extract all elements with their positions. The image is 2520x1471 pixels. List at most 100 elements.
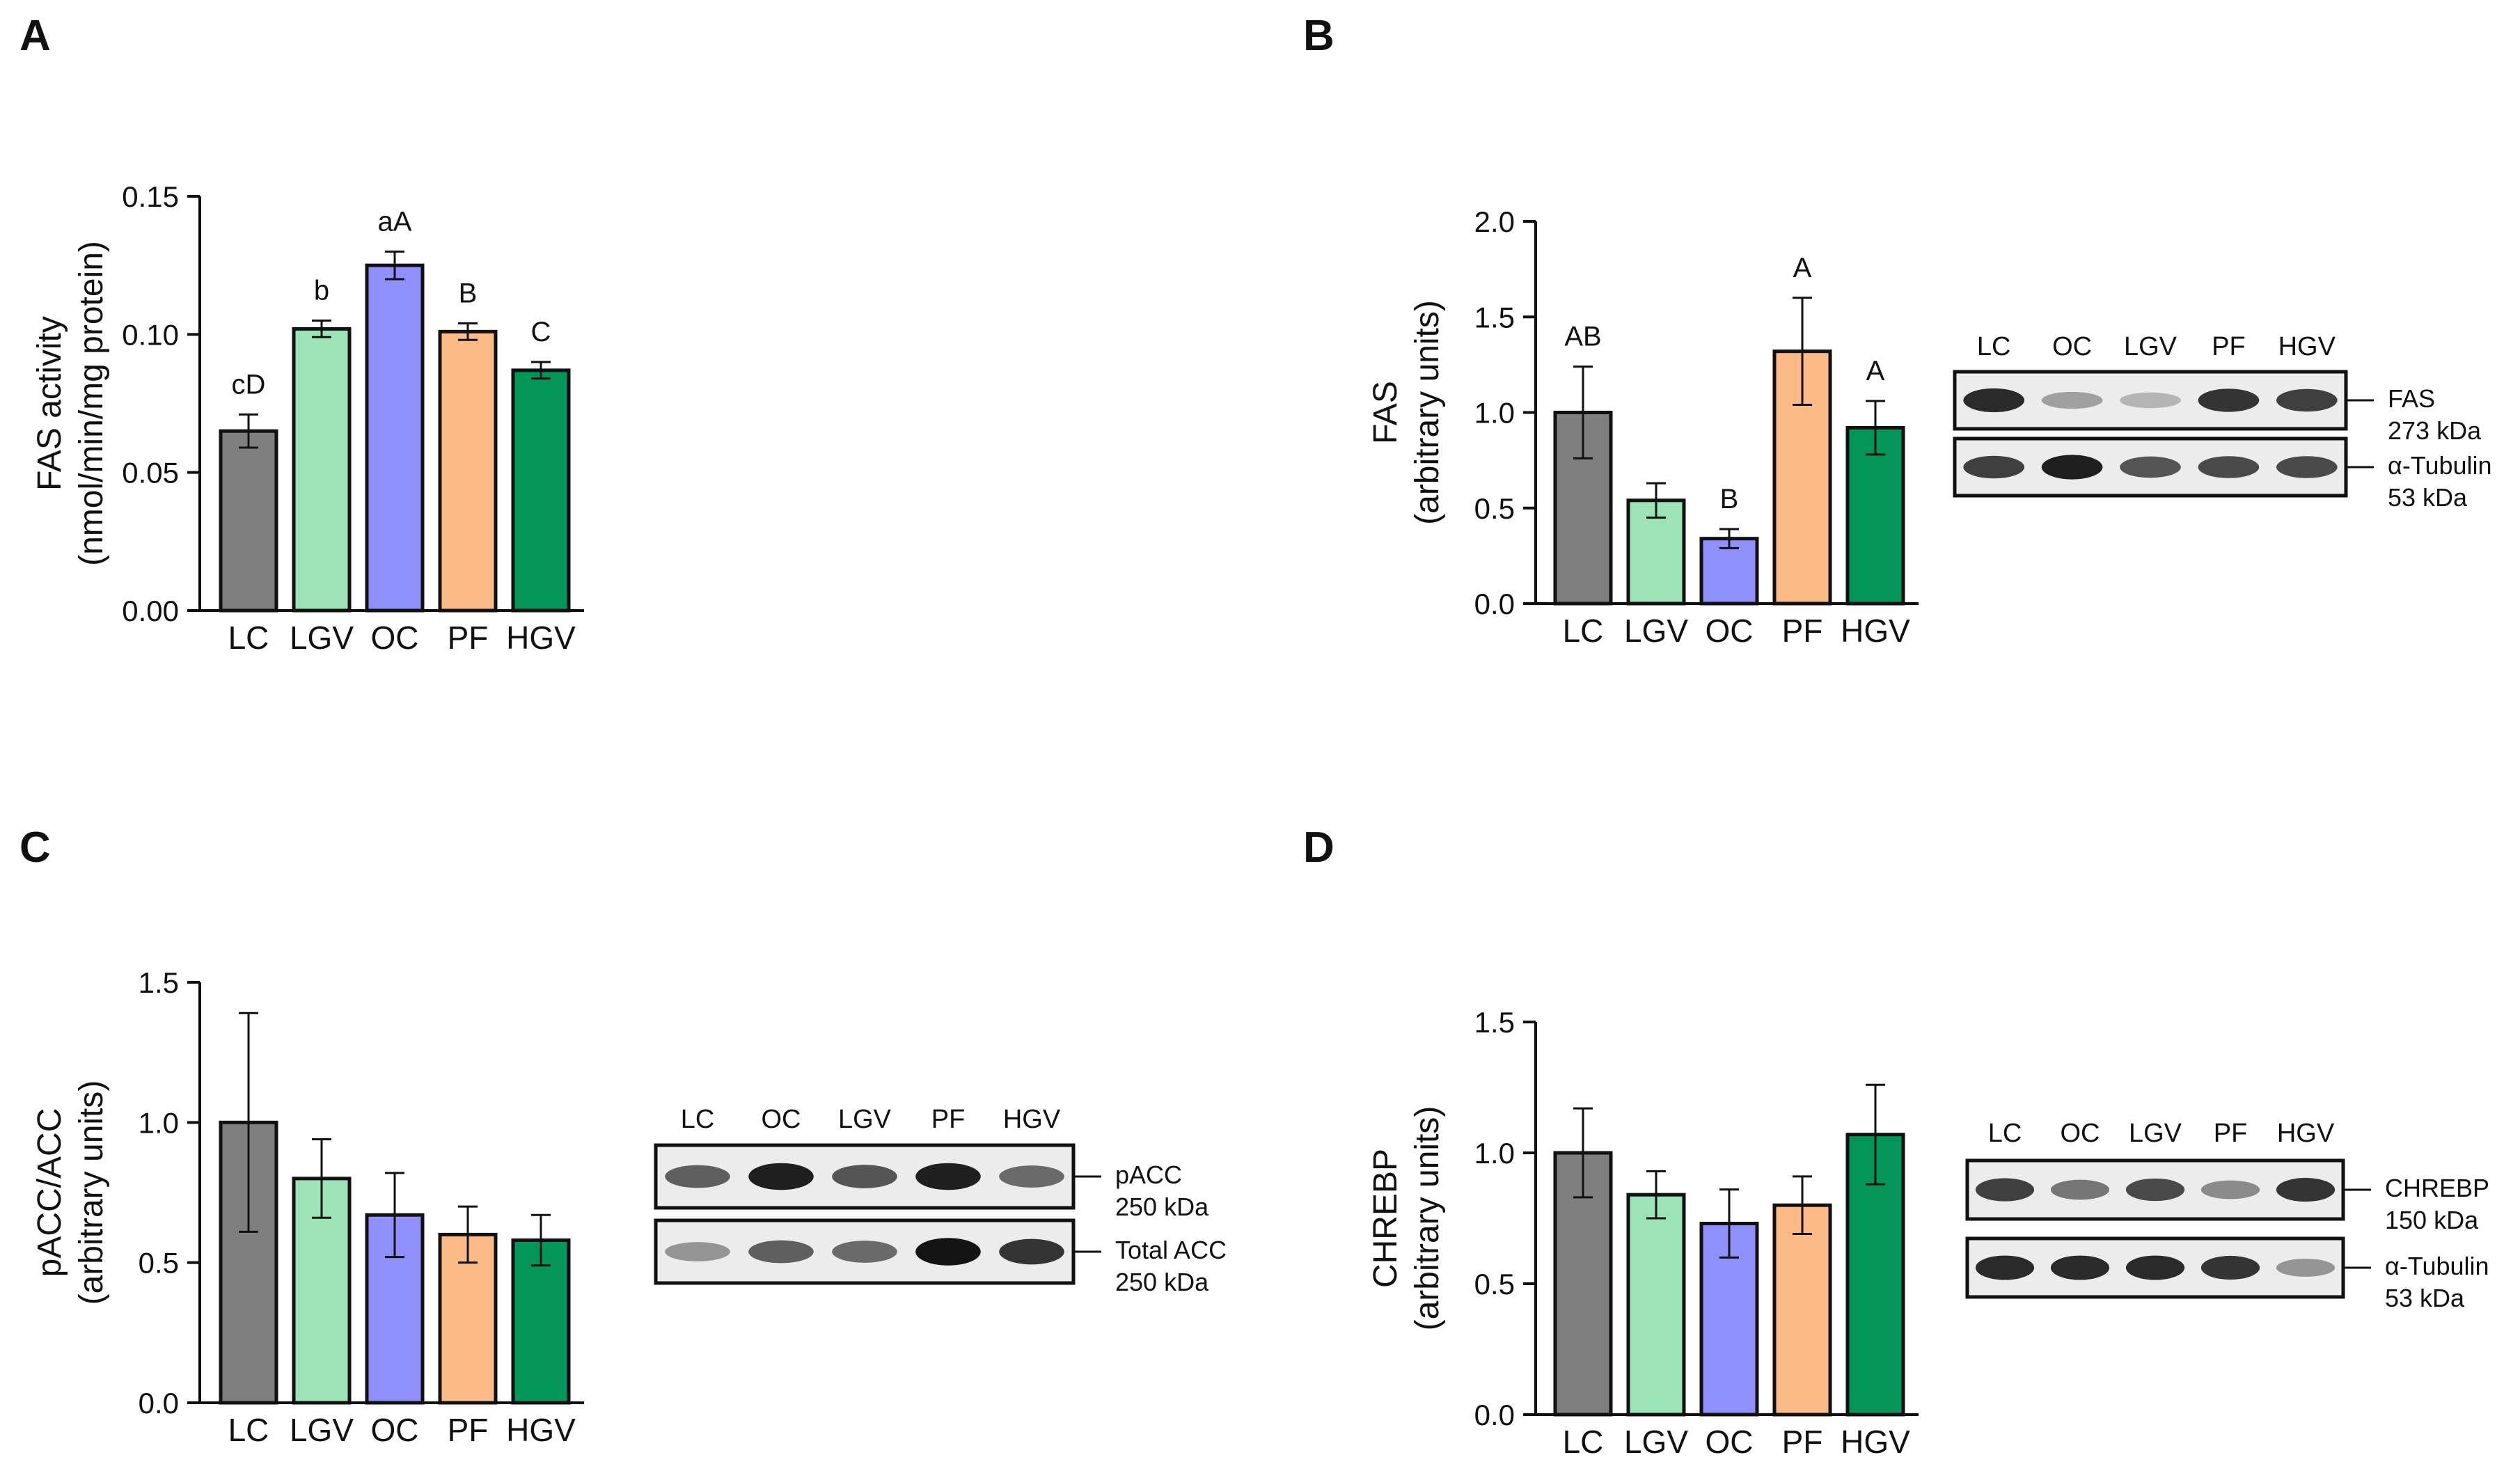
x-tick-label: LC bbox=[228, 620, 269, 656]
significance-label: A bbox=[1866, 356, 1885, 386]
blot-band bbox=[832, 1241, 897, 1263]
blot-band bbox=[665, 1165, 730, 1188]
y-tick-label: 0.0 bbox=[139, 1387, 179, 1419]
x-tick-label: HGV bbox=[1841, 613, 1910, 649]
blot-band bbox=[2276, 1259, 2336, 1277]
x-tick-label: LC bbox=[1563, 1424, 1604, 1460]
blot-protein-label: FAS bbox=[2388, 384, 2435, 413]
blot-kda-label: 273 kDa bbox=[2388, 416, 2482, 445]
blot-band bbox=[2276, 388, 2338, 412]
significance-label: AB bbox=[1564, 322, 1601, 352]
blot-lane-label: HGV bbox=[2277, 1119, 2335, 1148]
y-tick-label: 1.0 bbox=[1474, 397, 1515, 430]
bar-lgv bbox=[1626, 1193, 1686, 1417]
significance-label: b bbox=[314, 276, 329, 306]
blot-band bbox=[2120, 392, 2181, 409]
blot-band bbox=[2050, 1179, 2110, 1200]
blot-band bbox=[2041, 391, 2103, 409]
blot-band bbox=[748, 1163, 814, 1190]
panel-letter-d: D bbox=[1303, 824, 1334, 872]
blot-band bbox=[748, 1240, 814, 1264]
blot-band bbox=[2200, 1255, 2260, 1280]
y-tick-label: 2.0 bbox=[1474, 205, 1515, 238]
blot-lane-label: LGV bbox=[838, 1105, 892, 1134]
blot-band bbox=[915, 1163, 981, 1190]
panel-letter-c: C bbox=[19, 824, 51, 872]
x-tick-label: PF bbox=[1782, 613, 1823, 649]
y-tick-label: 1.0 bbox=[139, 1106, 179, 1139]
x-tick-label: HGV bbox=[506, 1412, 576, 1448]
blot-band bbox=[2125, 1178, 2185, 1202]
significance-label: cD bbox=[232, 369, 266, 400]
blot-band bbox=[999, 1165, 1064, 1188]
x-tick-label: LGV bbox=[290, 1412, 354, 1448]
panel-a: A 0.00 0.05 0.10 0.15 FAS activity (nmol/min/… bbox=[19, 12, 584, 656]
x-tick-label: LC bbox=[1563, 613, 1604, 649]
blot-band bbox=[665, 1242, 730, 1261]
blot-protein-label: α-Tubulin bbox=[2385, 1252, 2489, 1280]
x-tick-label: PF bbox=[1782, 1424, 1823, 1460]
x-tick-label: OC bbox=[1706, 613, 1754, 649]
blot-lane-label: LC bbox=[681, 1105, 715, 1134]
blot-band bbox=[2125, 1255, 2185, 1280]
y-tick-label: 0.5 bbox=[1474, 1268, 1515, 1300]
x-tick-label: PF bbox=[448, 1412, 489, 1448]
blot-lane-label: OC bbox=[2061, 1119, 2100, 1148]
y-tick-label: 1.5 bbox=[1474, 1006, 1515, 1039]
blot-band bbox=[2120, 456, 2181, 478]
y-axis-label: pACC/ACC bbox=[31, 1108, 68, 1277]
x-tick-label: LGV bbox=[1624, 613, 1688, 649]
x-tick-label: LGV bbox=[1624, 1424, 1688, 1460]
bar-pf bbox=[1772, 1203, 1832, 1417]
x-tick-label: OC bbox=[371, 620, 419, 656]
y-tick-label: 1.0 bbox=[1474, 1137, 1515, 1170]
y-tick-label: 0.15 bbox=[122, 180, 179, 213]
blot-band bbox=[2276, 456, 2338, 478]
bar-oc bbox=[1699, 537, 1759, 606]
blot-band bbox=[2198, 456, 2260, 478]
y-tick-label: 1.5 bbox=[1474, 301, 1515, 333]
y-tick-label: 0.0 bbox=[1474, 1399, 1515, 1431]
significance-label: B bbox=[459, 278, 478, 308]
blot-band bbox=[2276, 1177, 2336, 1202]
bar-lgv bbox=[292, 327, 352, 613]
y-axis-label-units: (arbitrary units) bbox=[1409, 300, 1446, 525]
panel-letter-b: B bbox=[1303, 12, 1334, 60]
bar-oc bbox=[365, 1213, 425, 1405]
y-tick-label: 0.0 bbox=[1474, 588, 1515, 620]
blot-band bbox=[1963, 455, 2025, 479]
blot-lane-label: LC bbox=[1988, 1119, 2022, 1148]
panel-c: C 0.0 0.5 1.0 1.5 pACC/ACC (arbitrary units) L… bbox=[19, 824, 1227, 1448]
blot-lane-label: PF bbox=[2214, 1119, 2248, 1148]
blot-band bbox=[915, 1238, 981, 1266]
bar-pf bbox=[438, 329, 498, 613]
y-axis-label: FAS activity bbox=[31, 316, 68, 491]
y-tick-label: 0.05 bbox=[122, 457, 179, 489]
blot-protein-label: Total ACC bbox=[1115, 1236, 1227, 1264]
bar-hgv bbox=[511, 368, 571, 613]
blot-band bbox=[2200, 1180, 2260, 1199]
x-tick-label: LGV bbox=[290, 620, 354, 656]
x-tick-label: LC bbox=[228, 1412, 269, 1448]
blot-kda-label: 53 kDa bbox=[2388, 483, 2468, 512]
bar-oc bbox=[365, 263, 425, 613]
blot-lane-label: OC bbox=[762, 1105, 801, 1134]
y-axis-label-units: (arbitrary units) bbox=[1409, 1106, 1446, 1331]
bar-lc bbox=[219, 429, 278, 613]
blot-protein-label: pACC bbox=[1115, 1161, 1182, 1189]
significance-label: C bbox=[531, 317, 551, 347]
blot-band bbox=[2198, 388, 2260, 412]
blot-kda-label: 250 kDa bbox=[1115, 1268, 1209, 1296]
y-axis-label: CHREBP bbox=[1367, 1149, 1404, 1288]
x-tick-label: OC bbox=[371, 1412, 419, 1448]
significance-label: B bbox=[1720, 484, 1739, 514]
y-axis-label-units: (arbitrary units) bbox=[73, 1080, 110, 1305]
blot-band bbox=[1963, 388, 2025, 413]
blot-protein-label: CHREBP bbox=[2385, 1174, 2489, 1202]
y-axis-label: FAS bbox=[1367, 381, 1404, 444]
blot-lane-label: LGV bbox=[2129, 1119, 2182, 1148]
blot-lane-label: HGV bbox=[2278, 332, 2336, 361]
